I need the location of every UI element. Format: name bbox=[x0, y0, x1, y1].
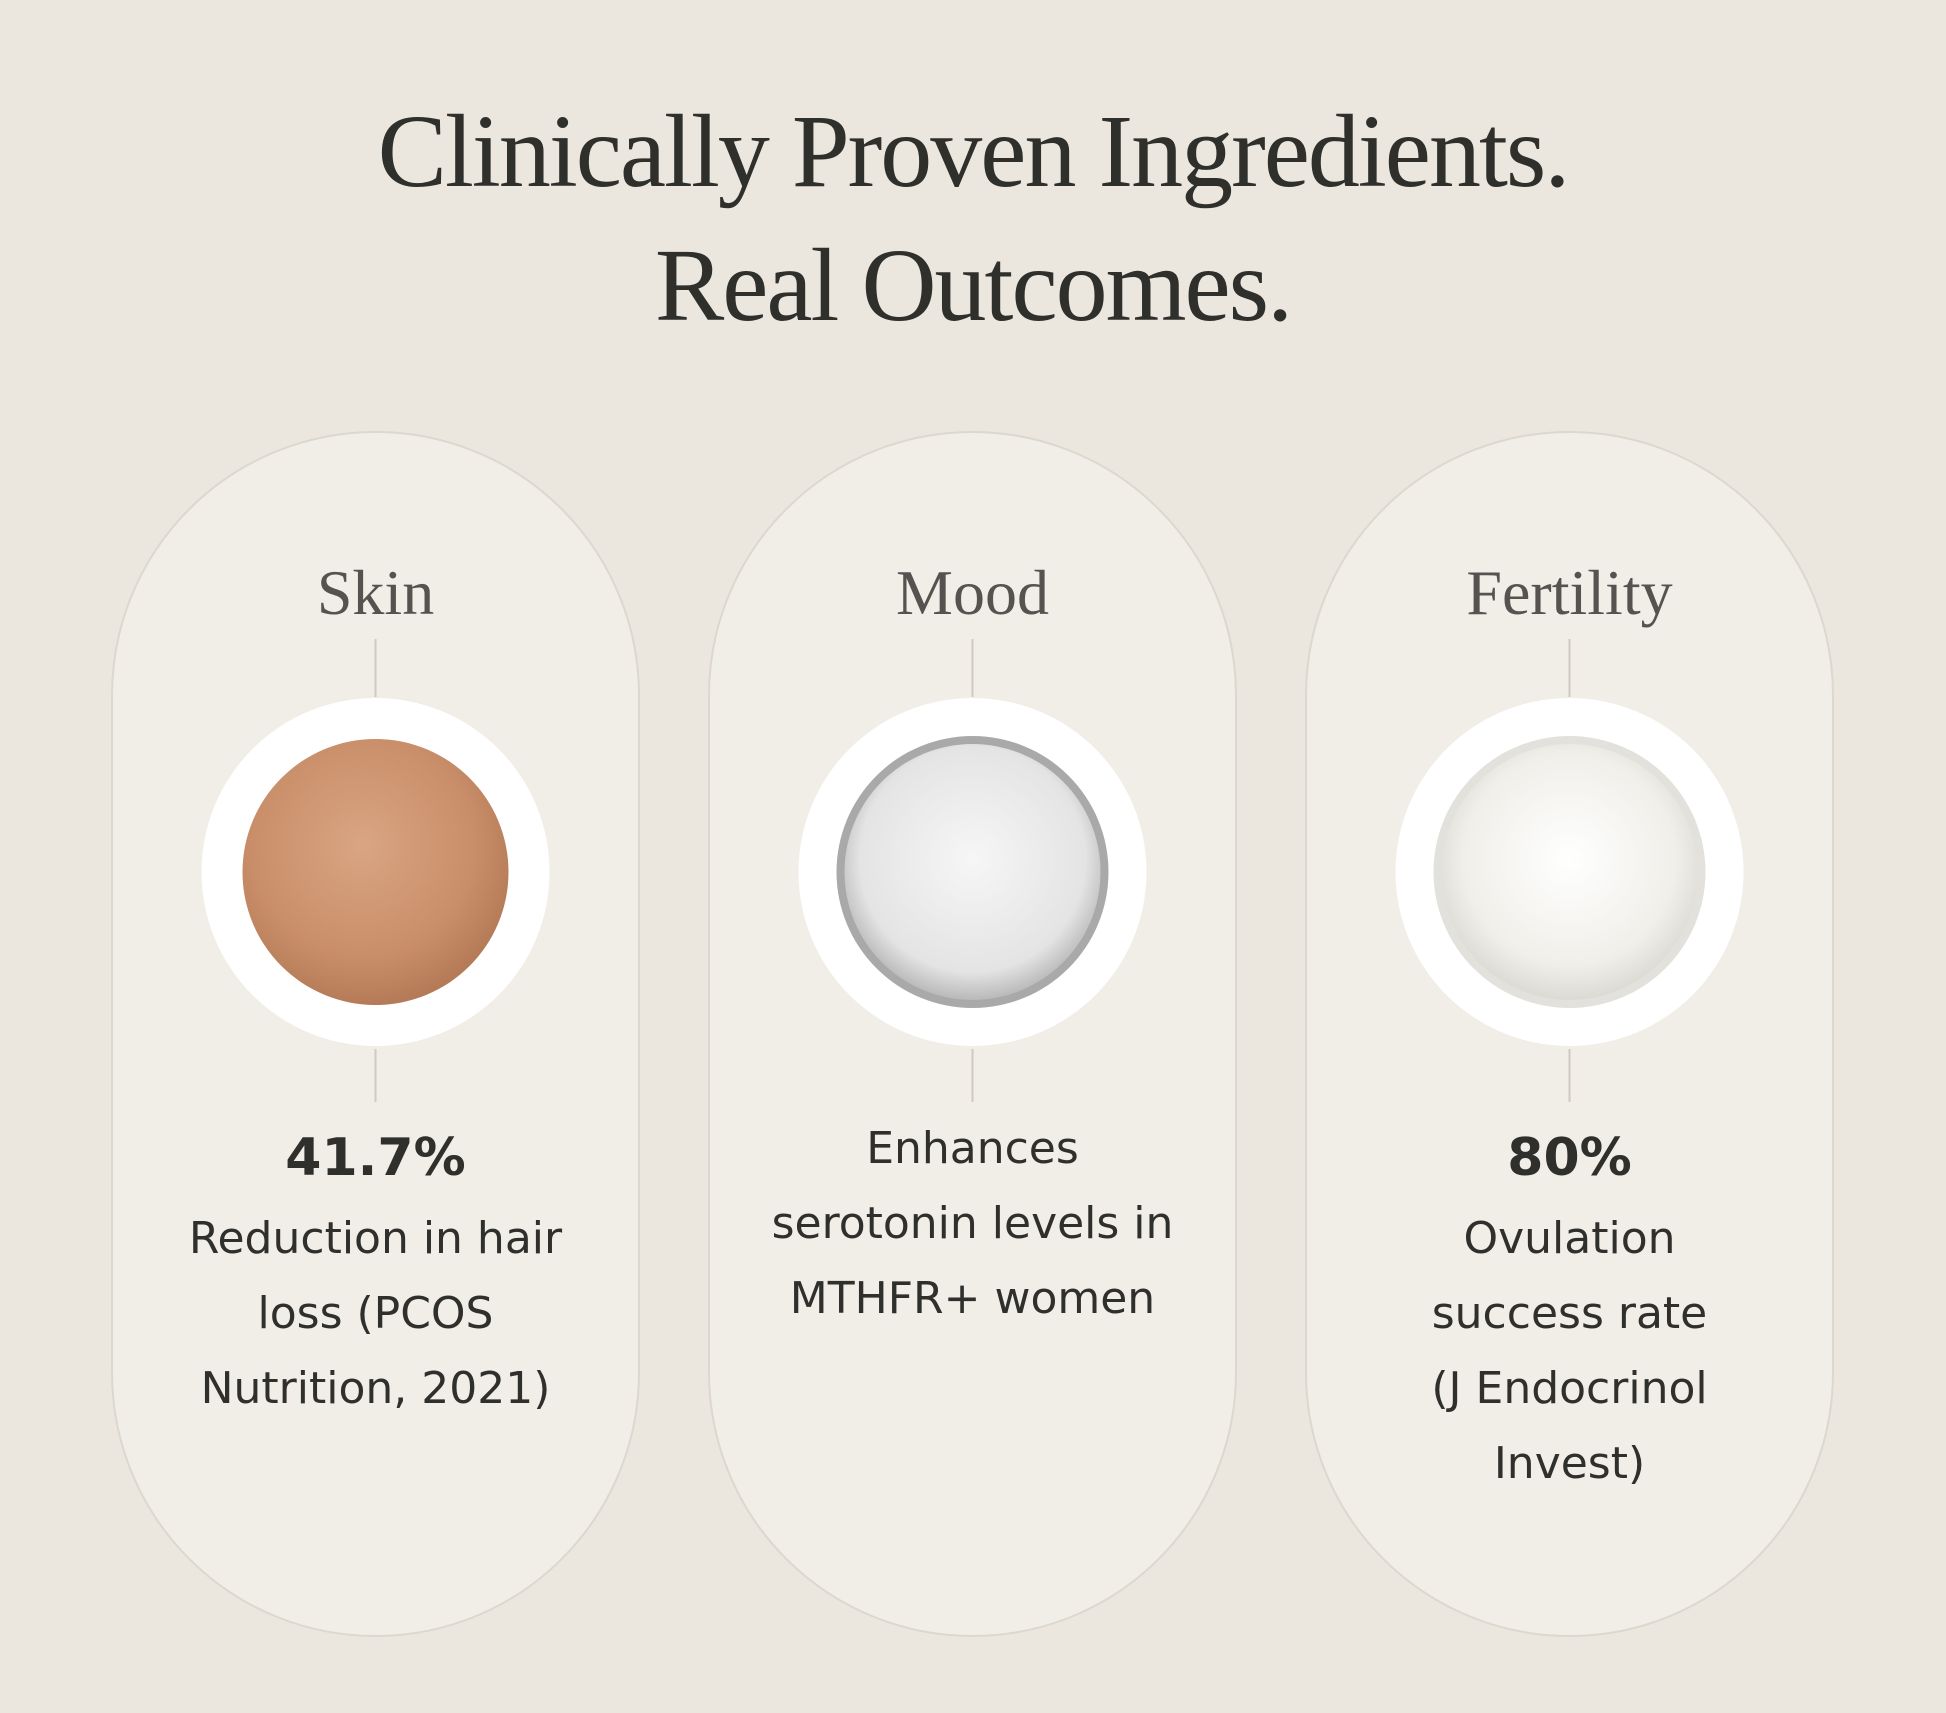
ingredient-image bbox=[844, 744, 1101, 1000]
description-line: MTHFR+ women bbox=[790, 1273, 1155, 1324]
description-line: serotonin levels in bbox=[772, 1198, 1174, 1249]
description-line: Invest) bbox=[1494, 1438, 1645, 1489]
description-line: Ovulation bbox=[1463, 1213, 1675, 1264]
description-line: Nutrition, 2021) bbox=[201, 1363, 551, 1414]
stat: 41.7% bbox=[285, 1128, 465, 1188]
card-label: Mood bbox=[896, 557, 1049, 628]
stat: 80% bbox=[1507, 1128, 1631, 1188]
ingredient-image bbox=[242, 739, 509, 1005]
description-line: success rate bbox=[1432, 1288, 1707, 1339]
description-line: Reduction in hair bbox=[189, 1213, 563, 1264]
description-line: (J Endocrinol bbox=[1431, 1363, 1707, 1414]
description-line: Enhances bbox=[866, 1123, 1079, 1174]
cards: Skin 41.7% Reduction in hair loss (PCOS Nutr… bbox=[111, 431, 1834, 1637]
card-label: Skin bbox=[317, 557, 434, 628]
title-line: Clinically Proven Ingredients. bbox=[378, 94, 1569, 209]
card-label: Fertility bbox=[1466, 557, 1672, 628]
ingredient-image bbox=[1441, 744, 1698, 1000]
title-line: Real Outcomes. bbox=[655, 228, 1291, 343]
description-line: loss (PCOS bbox=[258, 1288, 494, 1339]
